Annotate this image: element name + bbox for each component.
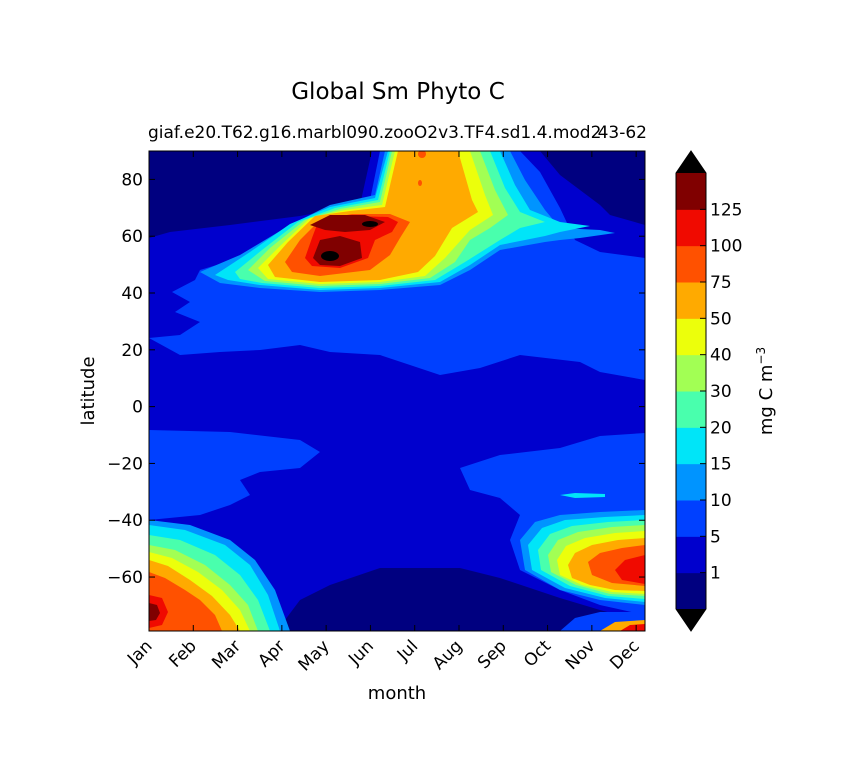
y-tick-label: 80 (121, 170, 143, 190)
colorbar-frame (675, 150, 707, 632)
colorbar-swatch (676, 245, 706, 283)
contour-plot (149, 151, 645, 631)
x-tick-label: Jul (393, 636, 422, 665)
colorbar-swatch (676, 209, 706, 247)
y-tick-label: 40 (121, 284, 143, 304)
colorbar-tick-label: 15 (710, 455, 732, 475)
band-125-150-sw (149, 603, 160, 621)
colorbar-extend-min (676, 609, 706, 631)
colorbar-swatch (676, 173, 706, 210)
colorbar-tick-label: 10 (710, 491, 732, 511)
y-tick-label: −60 (107, 568, 143, 588)
colorbar-swatch (676, 463, 706, 501)
colorbar-tick-label: 30 (710, 382, 732, 402)
x-tick-label: Apr (254, 636, 289, 671)
colorbar-tick-label: 1 (710, 564, 721, 584)
x-tick-label: Aug (429, 636, 467, 674)
x-axis-label: month (368, 683, 426, 704)
x-tick-label: Dec (606, 636, 643, 673)
thin-line-south (560, 493, 605, 498)
band-125-150-north (310, 215, 385, 232)
x-tick-label: Sep (474, 636, 511, 673)
colorbar-tick-label: 75 (710, 273, 732, 293)
chart-title: Global Sm Phyto C (291, 79, 505, 105)
colorbar-swatch (676, 572, 706, 610)
band-over-north-2 (362, 221, 378, 227)
colorbar-swatch (676, 427, 706, 465)
chart-subtitle-right: 43-62 (598, 123, 647, 143)
x-tick-label: Nov (562, 636, 600, 674)
band-100-125-se (615, 555, 645, 584)
plot-frame (148, 150, 646, 632)
colorbar-tick-label: 50 (710, 309, 732, 329)
colorbar-label: mg C m−3 (754, 347, 777, 435)
spot-north-mid (418, 180, 422, 186)
colorbar-extend-max (676, 151, 706, 173)
colorbar-swatch (676, 318, 706, 356)
y-tick-label: −20 (107, 454, 143, 474)
chart-subtitle-left: giaf.e20.T62.g16.marbl090.zooO2v3.TF4.sd… (148, 123, 601, 143)
colorbar-tick-label: 100 (710, 237, 742, 257)
x-tick-label: Feb (165, 636, 200, 671)
colorbar-tick-label: 20 (710, 418, 732, 438)
y-axis: 80 60 40 20 0 −20 −40 −60 (107, 170, 645, 588)
band-75-100-sw (149, 572, 222, 631)
y-tick-label: 20 (121, 341, 143, 361)
colorbar-tick-label: 5 (710, 527, 721, 547)
colorbar-swatch (676, 391, 706, 428)
y-tick-label: 60 (121, 227, 143, 247)
y-tick-label: −40 (107, 511, 143, 531)
colorbar-swatch (676, 282, 706, 319)
y-axis-label: latitude (78, 356, 99, 425)
y-tick-label: 0 (132, 398, 143, 418)
band-5-10-south-west (149, 430, 320, 520)
spot-north-top (418, 151, 426, 158)
x-tick-label: Jun (344, 636, 378, 670)
band-edge-se-3 (620, 624, 645, 631)
colorbar-swatch (676, 500, 706, 537)
x-tick-label: May (295, 636, 334, 675)
x-tick-label: Jan (123, 636, 156, 669)
band-over-north-1 (321, 251, 339, 261)
colorbar-swatch (676, 354, 706, 392)
colorbar-tick-label: 40 (710, 346, 732, 366)
colorbar-tick-label: 125 (710, 200, 742, 220)
x-tick-label: Mar (208, 636, 245, 673)
x-tick-label: Oct (520, 636, 555, 671)
colorbar-swatch (676, 536, 706, 574)
